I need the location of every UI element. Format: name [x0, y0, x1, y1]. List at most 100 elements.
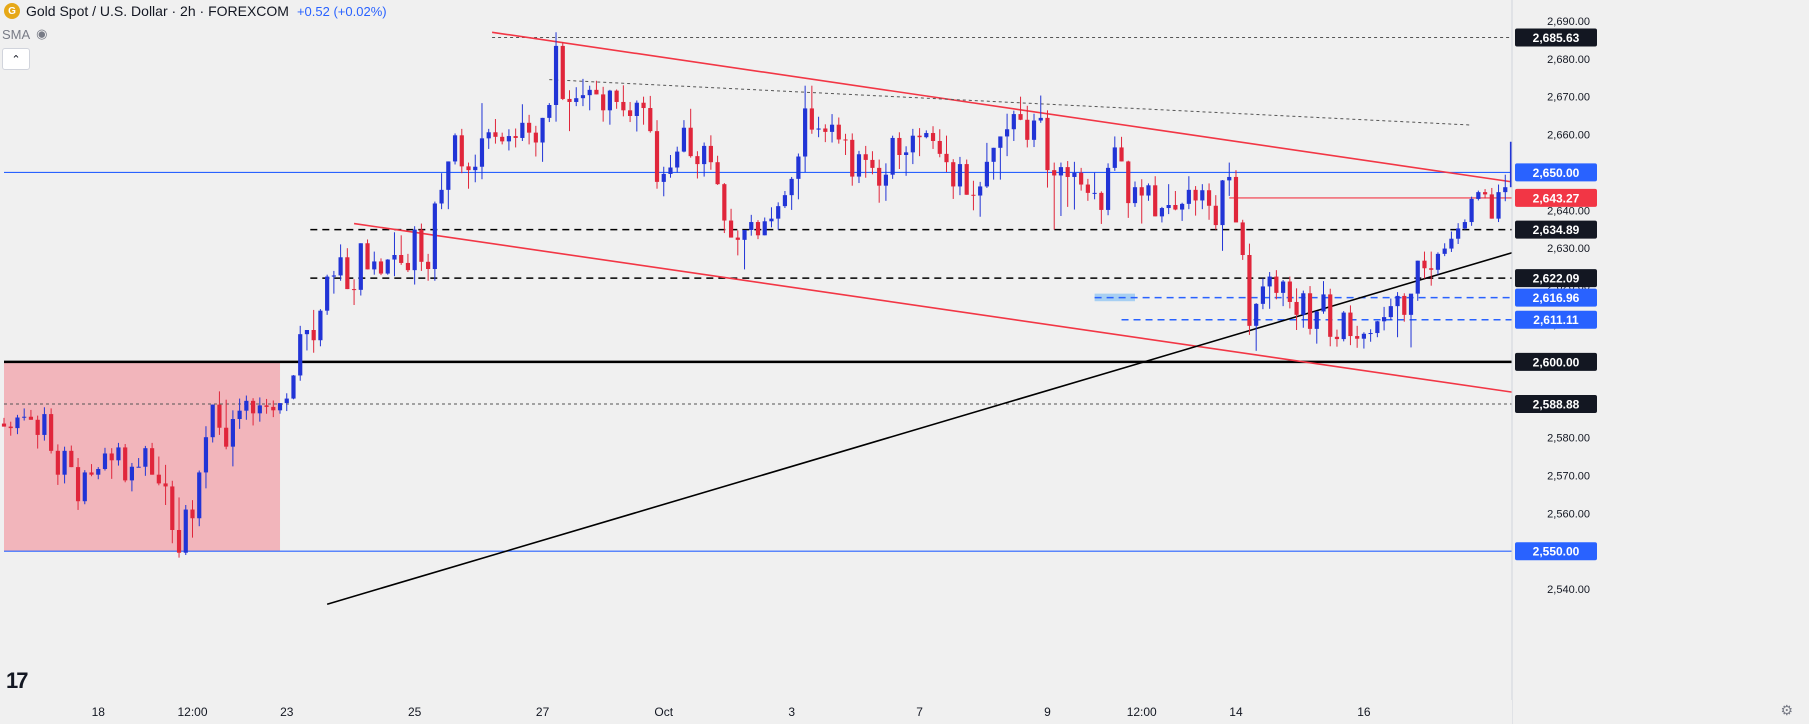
candle-body: [1321, 294, 1326, 312]
candle-body: [749, 222, 754, 230]
price-label-box: [1515, 220, 1597, 239]
candle-body: [210, 404, 215, 438]
candle-body: [789, 178, 794, 196]
candle-body: [1435, 253, 1441, 270]
time-axis[interactable]: 18 12:00 23 25 27 Oct 3 7 9 12:00 14 16: [0, 700, 1512, 724]
candle-body: [399, 255, 404, 263]
candle-body: [883, 174, 889, 186]
candle-body: [1294, 301, 1299, 315]
indicator-row[interactable]: SMA ◉: [2, 26, 48, 42]
candle-body: [493, 132, 498, 137]
price-label: 2,588.88: [1533, 397, 1580, 411]
candle-body: [722, 184, 727, 221]
x-tick-label: 23: [280, 705, 294, 719]
candle-body: [998, 136, 1003, 148]
candle-body: [479, 138, 485, 167]
candle-body: [574, 98, 579, 102]
candle-body: [325, 276, 330, 311]
candle-body: [1206, 190, 1212, 206]
y-tick-label: 2,540.00: [1547, 584, 1590, 596]
candle-body: [412, 229, 417, 271]
candle-body: [856, 154, 862, 177]
candle-body: [358, 243, 363, 290]
candle-body: [924, 133, 929, 138]
candle-body: [897, 137, 902, 155]
candle-body: [984, 161, 989, 187]
candle-body: [277, 403, 283, 411]
candle-body: [661, 173, 666, 182]
candle-body: [365, 243, 370, 270]
candle-body: [863, 154, 868, 160]
eye-hidden-icon[interactable]: ◉: [36, 26, 48, 41]
candle-body: [1361, 333, 1366, 339]
candle-body: [1368, 333, 1373, 335]
candle-body: [35, 419, 40, 435]
candle-body: [1058, 167, 1064, 176]
trend-line: [549, 79, 1472, 126]
candle-body: [1254, 303, 1259, 326]
candle-body: [1018, 114, 1023, 120]
candle-body: [587, 89, 592, 96]
tradingview-logo-icon[interactable]: 17: [6, 668, 29, 693]
candle-body: [298, 334, 303, 376]
candle-body: [708, 145, 713, 163]
price-axis[interactable]: 2,540.00 2,550.00 2,560.00 2,570.00 2,580.00…: [1511, 0, 1809, 724]
candle-body: [230, 419, 235, 447]
symbol-title[interactable]: Gold Spot / U.S. Dollar · 2h · FOREXCOM: [26, 3, 289, 19]
price-label-box: [1515, 163, 1597, 182]
candle-body: [109, 453, 114, 461]
candle-body: [96, 469, 101, 475]
candle-body: [695, 156, 700, 165]
candle-body: [372, 261, 377, 270]
x-tick-label: 9: [1044, 705, 1051, 719]
candle-body: [1092, 192, 1097, 194]
candles-layer: [1, 32, 1609, 558]
candle-body: [641, 102, 646, 109]
candle-body: [1132, 187, 1138, 204]
candle-body: [257, 405, 262, 414]
candle-body: [836, 124, 841, 140]
candle-body: [42, 414, 47, 435]
candle-body: [1462, 222, 1467, 229]
candle-body: [930, 133, 936, 141]
price-change: +0.52 (+0.02%): [296, 3, 387, 19]
candle-body: [803, 108, 808, 157]
collapse-legend-button[interactable]: ⌃: [2, 48, 30, 70]
candle-body: [1011, 114, 1016, 130]
candle-body: [385, 259, 390, 274]
trendlines-layer: [326, 31, 1513, 606]
y-tick-label: 2,630.00: [1547, 243, 1590, 255]
candle-body: [829, 124, 835, 132]
candle-body: [331, 275, 336, 277]
candle-body: [1375, 321, 1380, 334]
price-label: 2,643.27: [1533, 191, 1580, 205]
candle-body: [1112, 147, 1117, 168]
indicator-label[interactable]: SMA: [2, 26, 31, 42]
y-tick-label: 2,670.00: [1547, 92, 1590, 104]
candle-body: [816, 128, 821, 130]
candle-body: [378, 261, 384, 274]
y-tick-label: 2,580.00: [1547, 433, 1590, 445]
candle-body: [486, 132, 491, 139]
candle-body: [1267, 276, 1272, 287]
gear-icon[interactable]: ⚙: [1780, 702, 1793, 718]
candle-body: [944, 153, 949, 163]
price-label: 2,622.09: [1533, 272, 1580, 286]
candle-body: [452, 135, 458, 162]
candle-body: [1260, 286, 1266, 304]
candle-body: [782, 195, 788, 207]
candle-body: [1166, 205, 1171, 209]
candle-body: [338, 257, 343, 276]
candle-body: [809, 108, 814, 130]
candle-body: [823, 128, 828, 132]
x-tick-label: 14: [1229, 705, 1243, 719]
candle-body: [1146, 185, 1151, 196]
candle-body: [500, 136, 505, 142]
candle-body: [1180, 203, 1185, 210]
candle-body: [432, 203, 437, 270]
price-label-box: [1515, 352, 1597, 371]
candle-body: [1328, 294, 1333, 337]
y-tick-label: 2,680.00: [1547, 54, 1590, 66]
candle-body: [1476, 192, 1481, 199]
